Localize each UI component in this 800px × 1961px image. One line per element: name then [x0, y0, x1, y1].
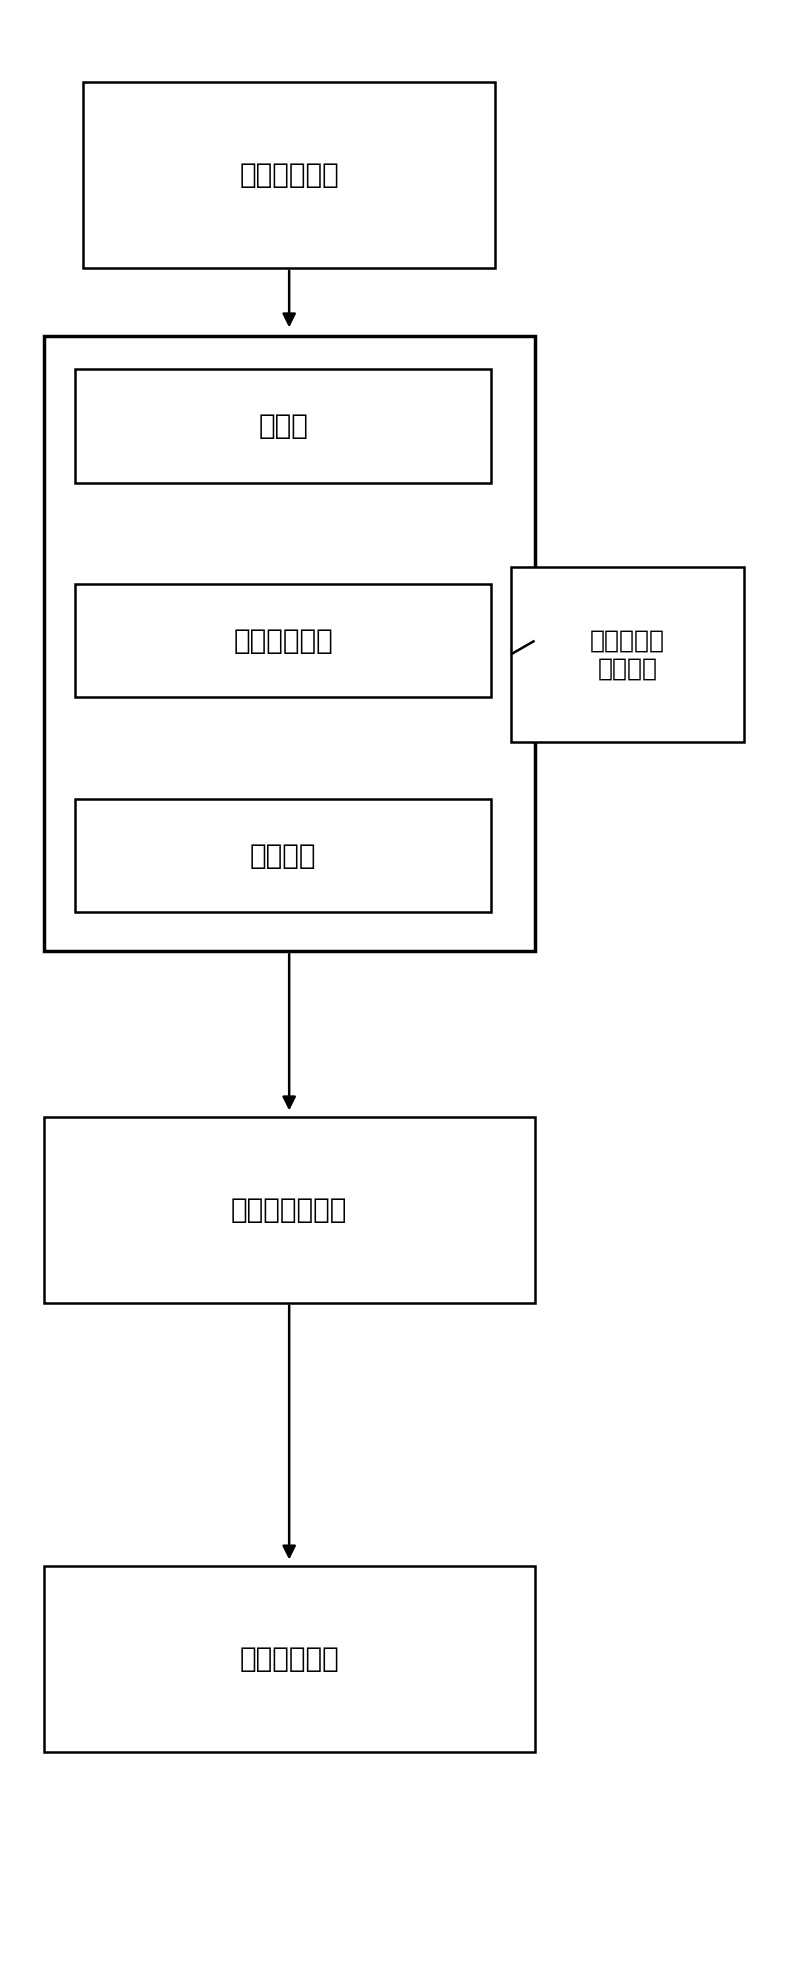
Text: 数据处理及
控制模块: 数据处理及 控制模块: [590, 629, 665, 680]
Text: 计时器: 计时器: [258, 412, 308, 439]
Text: 家庭中央空调: 家庭中央空调: [239, 1645, 339, 1673]
Text: 控制模块: 控制模块: [250, 841, 317, 869]
Bar: [511, 567, 744, 743]
Text: 红外探测模块: 红外探测模块: [239, 161, 339, 188]
Bar: [44, 1118, 534, 1302]
Bar: [75, 798, 491, 912]
Bar: [83, 82, 495, 269]
Bar: [75, 584, 491, 698]
Bar: [44, 335, 534, 951]
Bar: [44, 1567, 534, 1751]
Text: 数据处理模块: 数据处理模块: [234, 628, 333, 655]
Text: 中央空调控制器: 中央空调控制器: [231, 1196, 347, 1224]
Bar: [75, 369, 491, 482]
